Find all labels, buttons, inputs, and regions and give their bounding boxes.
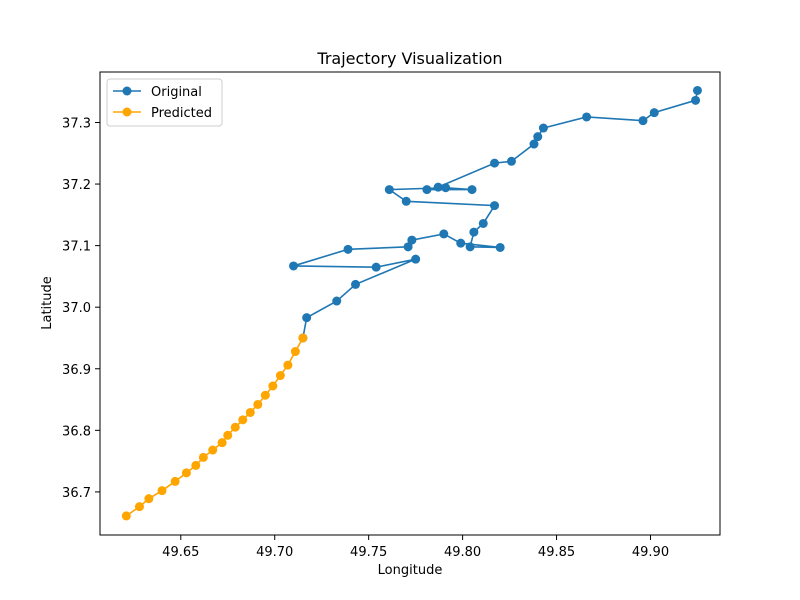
axes-frame	[99, 71, 721, 536]
data-point-original	[411, 254, 421, 264]
data-point-original	[403, 242, 413, 252]
x-tick-label: 49.65	[162, 545, 199, 560]
data-point-original	[691, 95, 701, 105]
y-tick-label: 36.7	[62, 486, 91, 501]
data-point-predicted	[134, 502, 144, 512]
data-point-original	[649, 108, 659, 118]
data-point-original	[433, 182, 443, 192]
y-tick-label: 37.0	[62, 301, 91, 316]
series-original	[289, 85, 702, 343]
data-point-original	[495, 242, 505, 252]
data-point-predicted	[283, 360, 293, 370]
data-point-predicted	[217, 438, 227, 448]
data-point-predicted	[181, 468, 191, 478]
y-axis: 36.7 36.8 36.9 37.0 37.1 37.2 37.3	[62, 116, 100, 501]
data-point-predicted	[198, 452, 208, 462]
x-tick-label: 49.85	[538, 545, 575, 560]
chart-title: Trajectory Visualization	[316, 49, 502, 68]
data-point-predicted	[170, 476, 180, 486]
data-point-original	[407, 235, 417, 245]
data-point-predicted	[191, 460, 201, 470]
data-point-predicted	[290, 347, 300, 357]
series-predicted	[121, 333, 308, 521]
data-point-predicted	[157, 486, 167, 496]
data-point-original	[441, 183, 451, 193]
data-point-predicted	[208, 445, 218, 455]
x-tick-label: 49.90	[632, 545, 669, 560]
data-point-original	[538, 123, 548, 133]
data-point-original	[401, 196, 411, 206]
data-point-original	[467, 185, 477, 195]
data-point-predicted	[223, 430, 233, 440]
data-point-predicted	[298, 333, 308, 343]
legend-marker	[122, 86, 132, 96]
legend: Original Predicted	[106, 78, 223, 127]
x-tick-label: 49.75	[350, 545, 387, 560]
data-point-predicted	[260, 390, 270, 400]
y-tick-label: 37.1	[62, 240, 91, 255]
legend-label: Original	[151, 85, 202, 100]
data-point-original	[490, 158, 500, 168]
data-point-original	[289, 261, 299, 271]
y-tick-label: 37.3	[62, 116, 91, 131]
x-axis-label: Longitude	[378, 563, 443, 578]
data-point-original	[533, 132, 543, 142]
data-point-predicted	[245, 407, 255, 417]
data-point-original	[439, 229, 449, 239]
data-point-predicted	[144, 494, 154, 504]
x-tick-label: 49.80	[444, 545, 481, 560]
data-point-original	[351, 279, 361, 289]
data-point-predicted	[253, 399, 263, 409]
data-point-original	[302, 313, 312, 323]
data-point-original	[490, 201, 500, 211]
data-point-original	[465, 242, 475, 252]
legend-marker	[122, 107, 132, 117]
data-point-predicted	[275, 371, 285, 381]
x-tick-label: 49.70	[256, 545, 293, 560]
legend-label: Predicted	[151, 106, 212, 121]
data-point-original	[422, 185, 432, 195]
data-point-original	[371, 262, 381, 272]
y-tick-label: 37.2	[62, 178, 91, 193]
y-tick-label: 36.9	[62, 363, 91, 378]
data-point-original	[506, 156, 516, 166]
data-point-original	[332, 296, 342, 306]
data-point-original	[478, 218, 488, 228]
data-point-original	[529, 139, 539, 149]
data-point-original	[343, 244, 353, 254]
data-point-original	[469, 227, 479, 237]
y-axis-label: Latitude	[40, 276, 55, 330]
data-point-predicted	[268, 381, 278, 391]
data-point-original	[456, 238, 466, 248]
data-point-original	[692, 85, 702, 95]
data-point-predicted	[230, 422, 240, 432]
y-tick-label: 36.8	[62, 424, 91, 439]
legend-item-original: Original	[113, 85, 202, 100]
series-layer	[121, 85, 702, 521]
data-point-predicted	[238, 415, 248, 425]
data-point-predicted	[121, 511, 131, 521]
legend-item-predicted: Predicted	[113, 106, 212, 121]
data-point-original	[582, 112, 592, 122]
x-axis: 49.65 49.70 49.75 49.80 49.85 49.90	[162, 535, 669, 560]
data-point-original	[638, 116, 648, 126]
data-point-original	[384, 185, 394, 195]
